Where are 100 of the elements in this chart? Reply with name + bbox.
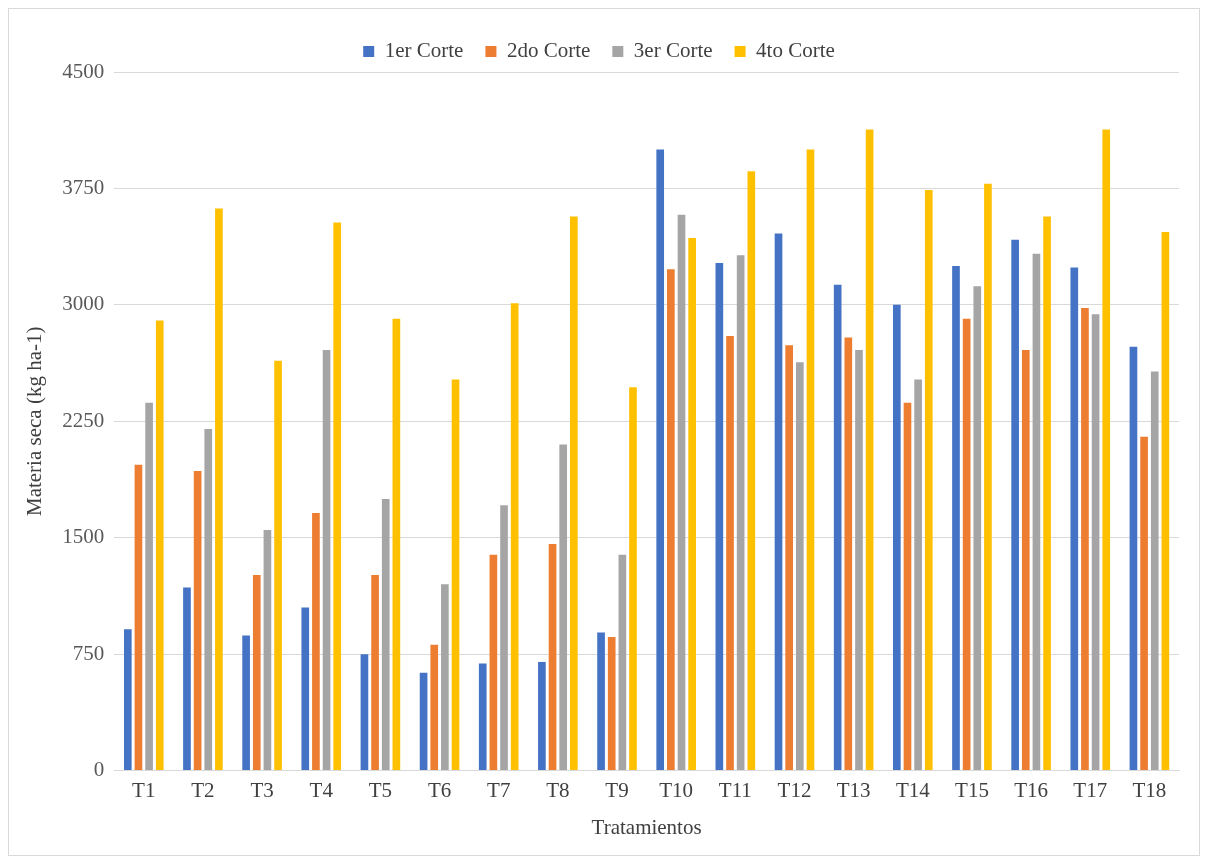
bar [785,345,793,771]
bar [1102,129,1111,771]
bar [371,574,379,771]
bar [193,470,202,771]
x-tick-label: T8 [546,777,570,802]
bar [538,661,546,771]
bar [962,318,971,771]
y-tick-label: 750 [72,640,105,665]
bar [1081,307,1089,771]
legend-label: 1er Corte [384,38,464,63]
legend-label: 3er Corte [633,38,713,63]
bar [252,574,261,771]
bar [833,284,842,771]
x-tick-label: T10 [659,777,694,802]
bar [155,320,164,771]
bar [123,629,132,771]
bar [215,208,223,771]
bar [301,607,310,771]
y-tick-label: 3000 [62,291,105,316]
y-tick-label: 1500 [62,524,105,549]
y-tick-label: 3750 [62,174,105,199]
bar [1043,216,1051,771]
bar [500,505,508,771]
bar [893,304,901,771]
x-tick-label: T1 [132,777,156,802]
x-tick-label: T5 [368,777,393,802]
bar [381,498,390,771]
bar [263,529,272,771]
bar [667,269,675,771]
bar [1161,231,1170,771]
y-axis-title: Materia seca (kg ha-1) [22,326,47,517]
legend-label: 2do Corte [506,38,591,63]
bar [360,654,369,771]
bar [677,214,686,771]
bar [973,286,982,771]
bar [607,637,616,771]
bar [392,318,401,771]
y-tick-label: 2250 [62,407,105,432]
bar [774,233,783,771]
x-tick-label: T14 [895,777,931,802]
legend-label: 4to Corte [756,38,835,63]
y-tick-label: 4500 [62,58,105,83]
bar [1011,239,1019,771]
bar [1091,314,1100,771]
bar [145,402,153,771]
bar [795,362,804,771]
bar [914,379,922,771]
y-tick-label: 0 [93,757,105,782]
bar [1140,436,1148,771]
bar [865,129,874,771]
bar [570,216,578,771]
bar [548,543,557,771]
x-tick-label: T7 [487,777,511,802]
x-tick-label: T6 [427,777,452,802]
bar [134,464,143,771]
bar [656,149,665,771]
x-tick-label: T18 [1132,777,1167,802]
bar [629,387,637,771]
x-tick-label: T17 [1073,777,1108,802]
bar [855,349,863,771]
bar [489,554,498,771]
bar [441,584,449,771]
x-tick-label: T4 [309,777,334,802]
bar [1021,349,1030,771]
x-tick-label: T11 [718,777,752,802]
x-tick-label: T13 [836,777,871,802]
x-tick-label: T12 [777,777,812,802]
bar [204,429,213,771]
bar [747,171,756,771]
x-axis-title: Tratamientos [591,814,702,839]
bar [924,189,933,771]
bar [451,379,460,771]
x-tick-label: T2 [191,777,215,802]
bar [984,183,992,771]
bar [430,644,439,771]
bar [952,266,960,771]
bar [1150,371,1159,771]
bar [242,635,250,771]
bar [478,663,487,771]
bar [715,262,724,771]
bar [844,337,853,771]
bar [806,149,815,771]
x-tick-label: T15 [955,777,989,802]
bar [736,255,745,771]
bar [559,444,568,771]
x-tick-label: T3 [250,777,274,802]
x-tick-label: T9 [605,777,629,802]
bar [1032,253,1041,771]
bar [312,512,320,771]
bar [688,238,696,771]
bar [322,349,331,771]
bar [1129,346,1138,771]
bar [419,672,428,771]
bar [274,360,282,771]
bar [183,587,191,771]
x-tick-label: T16 [1014,777,1049,802]
bar [510,303,519,771]
bar [726,335,734,771]
bar [333,222,342,771]
bar [618,554,627,771]
